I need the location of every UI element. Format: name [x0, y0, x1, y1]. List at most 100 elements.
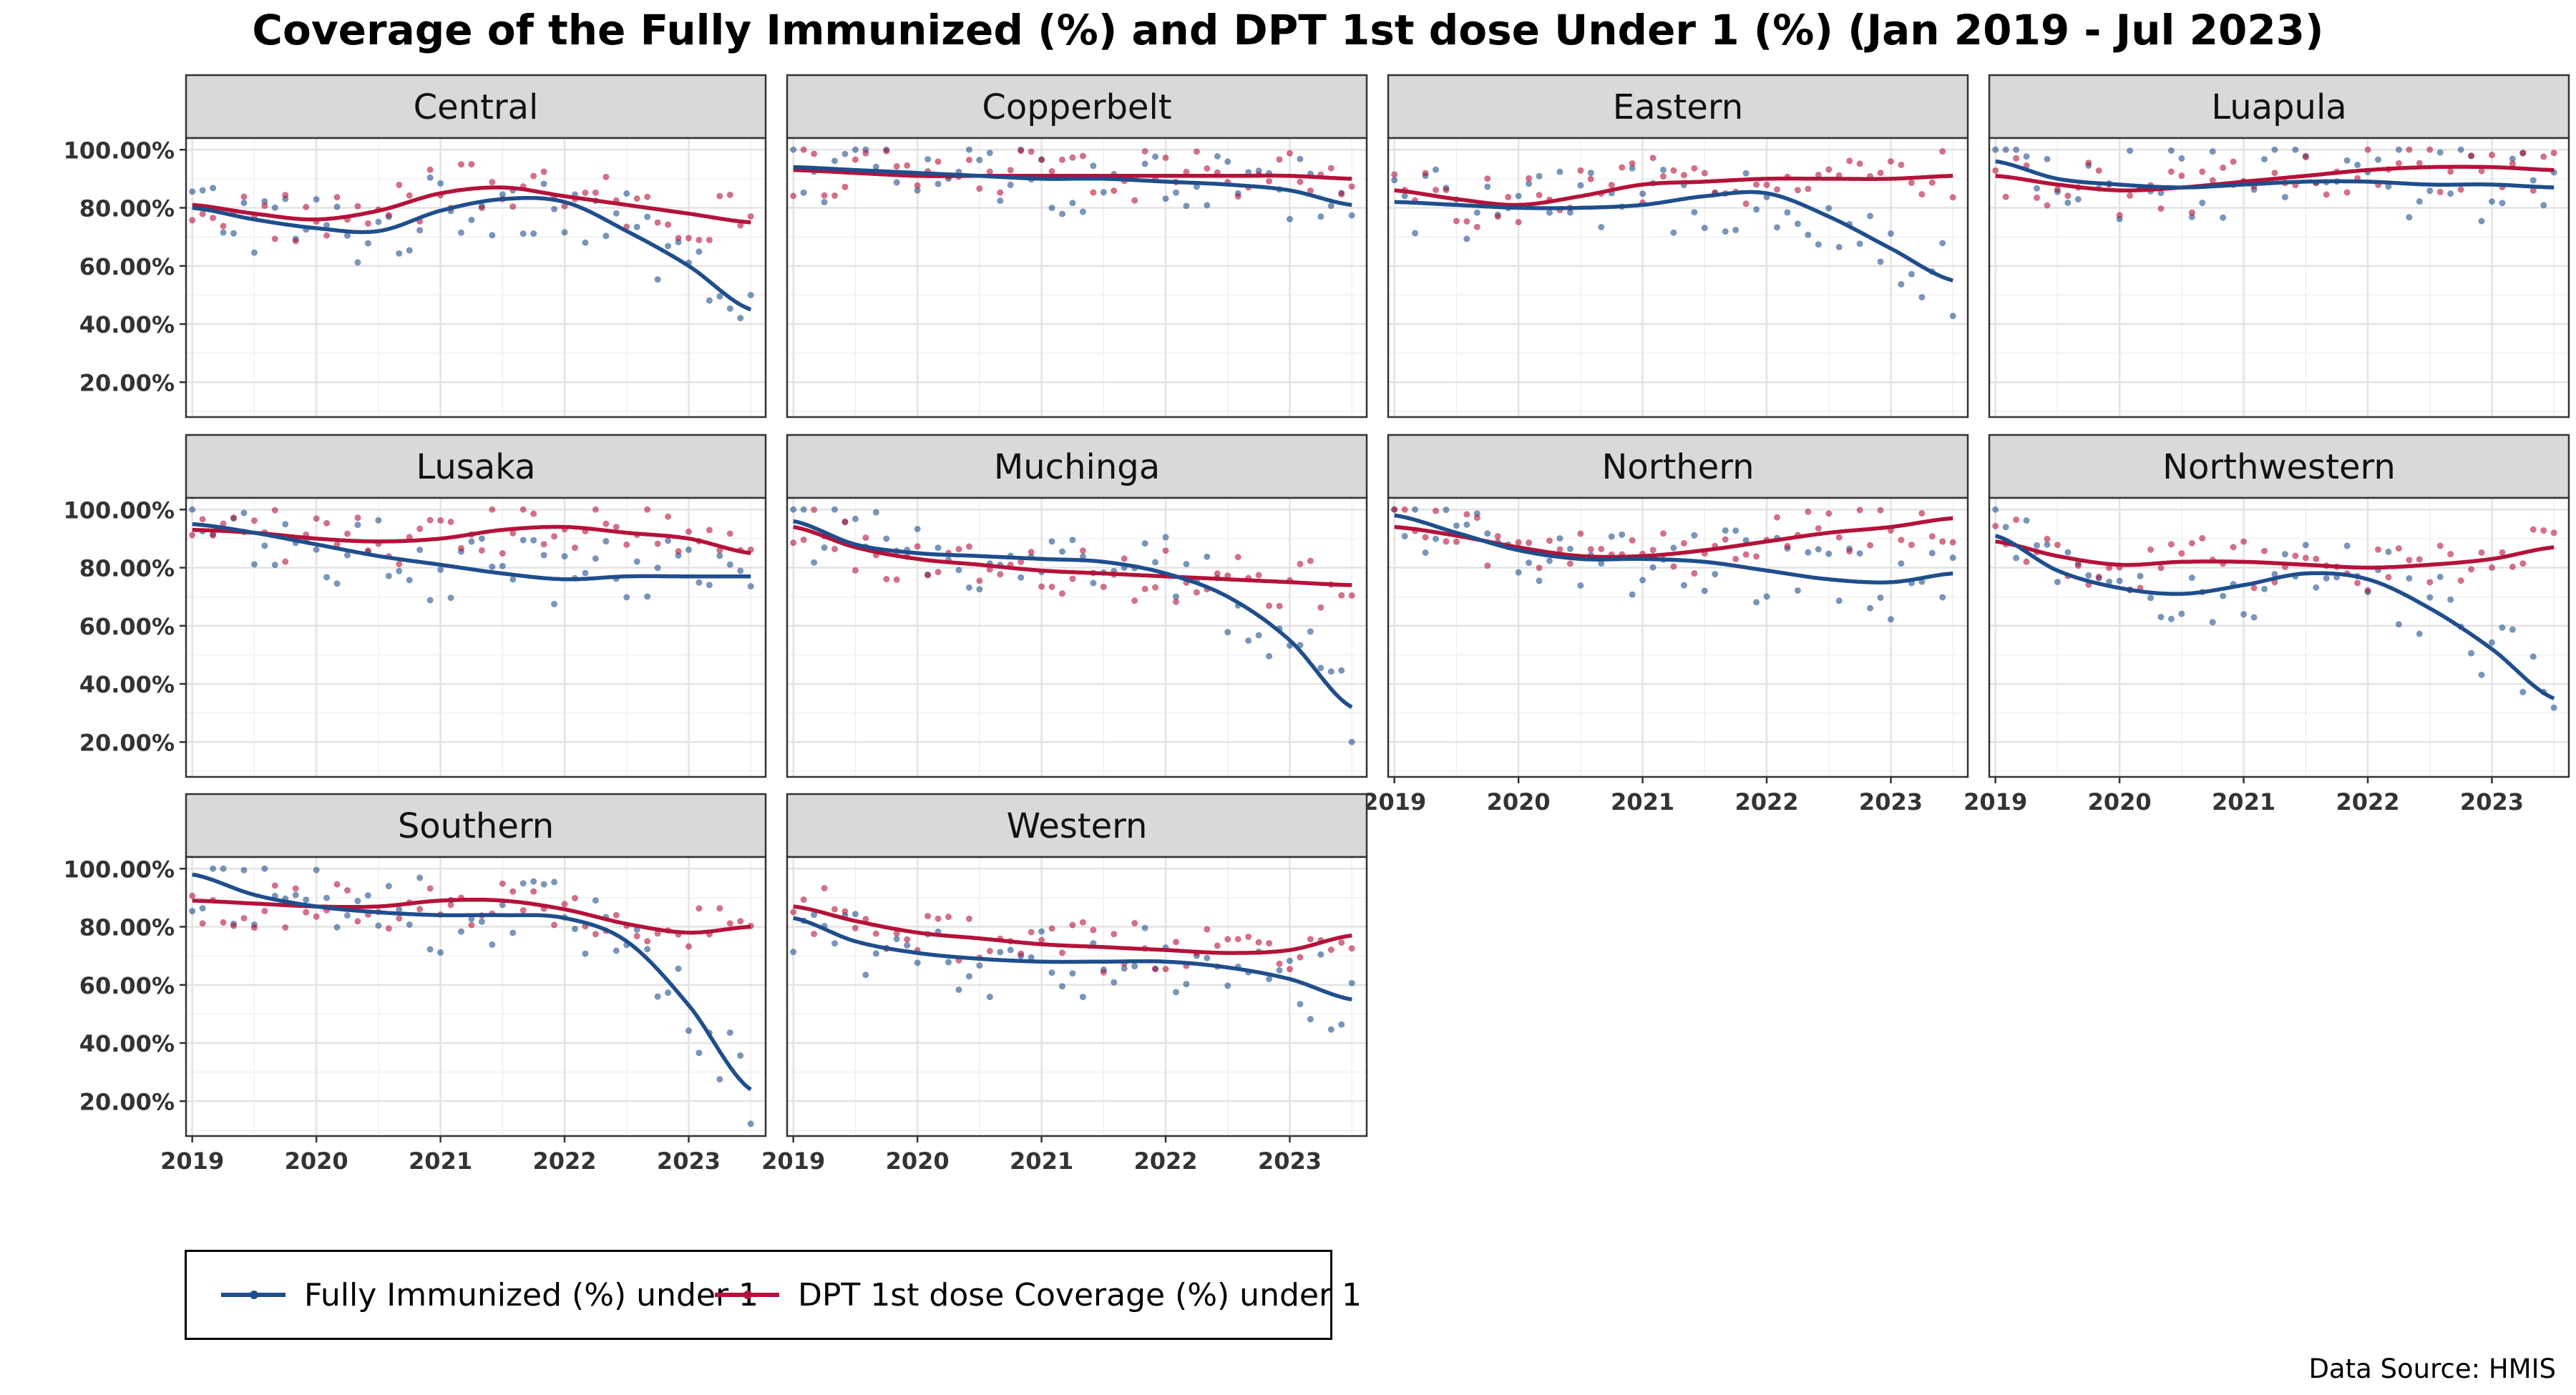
data-point-fully [1327, 668, 1335, 675]
data-point-fully [852, 911, 859, 918]
data-point-fully [416, 547, 424, 554]
data-point-dpt [893, 576, 900, 583]
data-point-dpt [416, 906, 424, 913]
data-point-dpt [396, 181, 403, 188]
data-point-fully [1141, 540, 1148, 547]
data-point-dpt [1007, 167, 1014, 174]
data-point-dpt [2354, 579, 2361, 587]
data-point-dpt [540, 168, 547, 175]
data-point-dpt [282, 558, 289, 565]
data-point-dpt [1131, 197, 1138, 204]
data-point-fully [821, 544, 828, 551]
data-point-fully [1992, 146, 1999, 153]
data-point-fully [1670, 544, 1677, 552]
smooth-line-dpt [192, 185, 751, 225]
data-point-dpt [2478, 549, 2485, 556]
data-point-dpt [1348, 183, 1355, 190]
data-point-fully [2302, 542, 2309, 549]
data-point-fully [2406, 214, 2413, 221]
data-point-fully [1204, 954, 1211, 961]
data-point-dpt [800, 537, 807, 544]
y-tick-label: 60.00% [79, 613, 175, 640]
data-point-dpt [406, 192, 413, 199]
data-point-dpt [685, 943, 692, 950]
data-point-fully [1266, 652, 1273, 660]
data-point-dpt [1670, 563, 1677, 570]
smooth-line-dpt [1995, 539, 2555, 570]
data-point-dpt [364, 220, 371, 227]
smooth-line-fully [1995, 159, 2555, 190]
data-point-dpt [1162, 547, 1169, 554]
data-point-dpt [1680, 539, 1687, 547]
data-point-dpt [1069, 154, 1076, 161]
panel-border [1387, 496, 1969, 778]
data-point-fully [1526, 559, 1533, 567]
data-point-fully [1949, 313, 1956, 320]
data-point-dpt [426, 517, 434, 524]
data-point-fully [489, 941, 496, 948]
data-point-fully [1546, 209, 1553, 216]
data-point-dpt [2230, 544, 2237, 551]
data-point-fully [1887, 230, 1894, 237]
data-point-fully [2240, 611, 2248, 618]
data-point-fully [437, 180, 444, 187]
data-point-fully [375, 517, 382, 524]
data-point-fully [1712, 571, 1719, 578]
data-point-dpt [2436, 188, 2444, 195]
data-point-dpt [240, 193, 248, 200]
data-point-dpt [1992, 167, 1999, 174]
facet-strip [786, 434, 1368, 499]
data-point-fully [831, 506, 838, 513]
data-point-fully [1048, 205, 1055, 212]
data-point-fully [1412, 230, 1419, 237]
data-point-fully [406, 921, 413, 928]
data-point-dpt [250, 924, 258, 931]
data-point-dpt [2395, 545, 2402, 552]
data-point-dpt [2509, 563, 2516, 570]
data-point-dpt [1825, 510, 1833, 517]
data-point-fully [665, 243, 672, 250]
data-point-fully [2127, 147, 2134, 155]
data-point-dpt [997, 571, 1004, 578]
data-point-fully [2199, 200, 2206, 207]
data-point-fully [1835, 597, 1843, 604]
data-point-fully [592, 555, 599, 562]
data-point-fully [1515, 192, 1522, 200]
data-point-fully [540, 552, 547, 559]
data-point-dpt [831, 906, 838, 913]
data-point-dpt [313, 913, 320, 920]
data-point-fully [1453, 522, 1460, 529]
data-point-dpt [1193, 589, 1200, 596]
data-point-dpt [1204, 926, 1211, 933]
data-point-dpt [685, 528, 692, 535]
data-point-fully [1815, 241, 1822, 248]
data-point-fully [2281, 551, 2288, 558]
data-point-fully [1028, 954, 1035, 961]
data-point-fully [1867, 604, 1874, 612]
data-point-fully [343, 552, 351, 559]
data-point-dpt [1152, 966, 1159, 973]
data-point-fully [1587, 170, 1594, 177]
data-point-dpt [2127, 192, 2134, 199]
data-point-dpt [478, 205, 485, 212]
facet-strip [185, 793, 767, 858]
data-point-dpt [1038, 936, 1045, 944]
data-point-fully [1193, 183, 1200, 190]
data-point-fully [2509, 626, 2516, 633]
data-point-fully [893, 179, 900, 186]
data-point-dpt [457, 161, 464, 168]
data-point-dpt [726, 191, 733, 198]
data-point-dpt [271, 882, 278, 889]
data-point-fully [1348, 212, 1355, 219]
data-point-dpt [2488, 564, 2495, 571]
data-point-fully [303, 896, 310, 904]
data-point-fully [343, 912, 351, 919]
data-point-dpt [250, 517, 258, 524]
data-point-fully [199, 187, 206, 194]
data-point-dpt [2271, 170, 2278, 177]
data-point-dpt [1556, 546, 1563, 553]
data-point-dpt [396, 560, 403, 567]
data-point-fully [2250, 614, 2258, 621]
data-point-fully [333, 924, 341, 931]
data-point-dpt [1877, 170, 1884, 177]
